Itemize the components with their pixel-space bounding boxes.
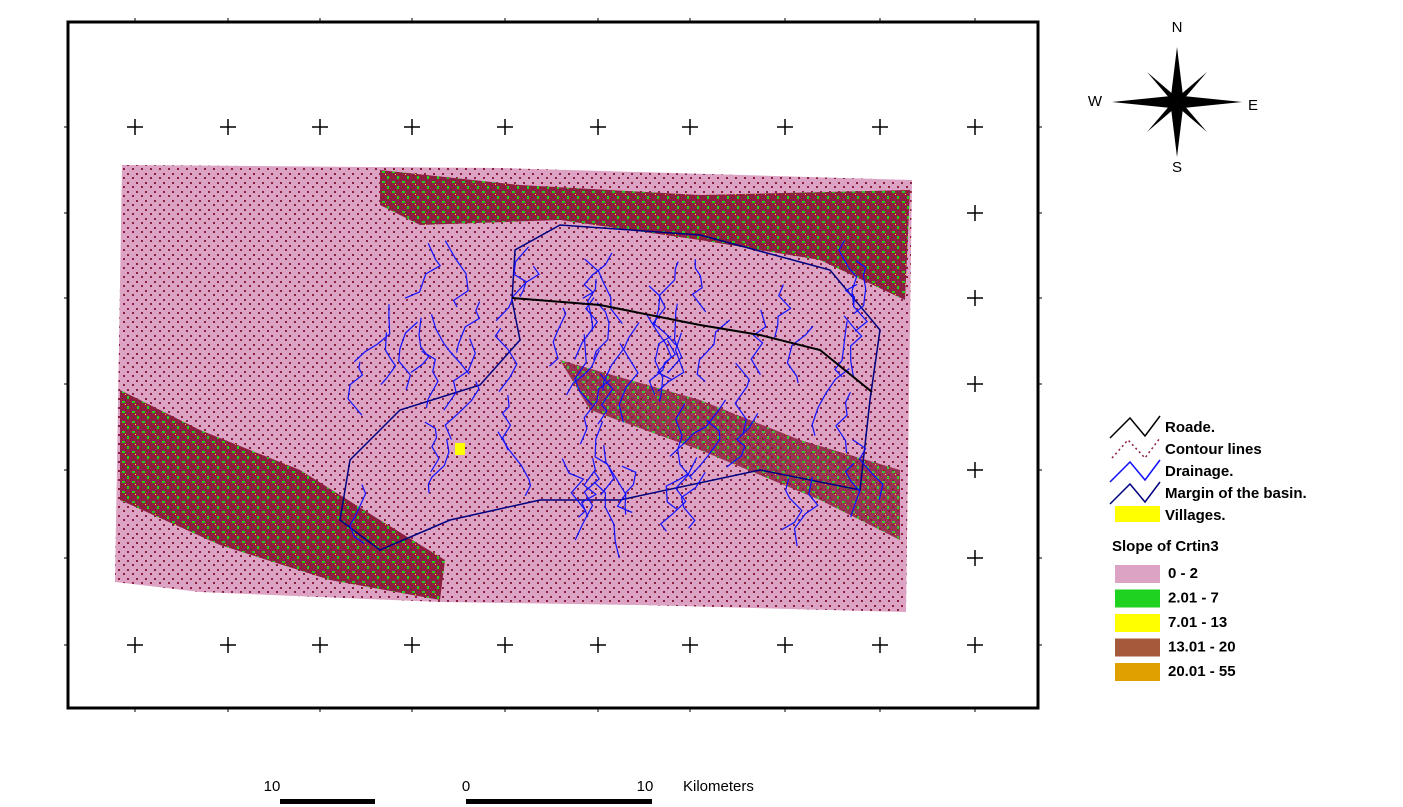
- village: [455, 443, 465, 455]
- legend: Roade. Contour lines Drainage. Margin of th…: [1112, 419, 1307, 681]
- legend-swatch: [1115, 639, 1160, 657]
- scale-bar: [280, 799, 652, 804]
- legend-swatch: [1115, 590, 1160, 608]
- scale-label: 0: [462, 778, 470, 795]
- legend-swatch: [1115, 565, 1160, 583]
- compass-east: E: [1248, 97, 1258, 114]
- map-page: N E S W Roade. Contour lines Drainage. Marg…: [0, 0, 1403, 807]
- compass-west: W: [1088, 93, 1103, 110]
- scale-unit: Kilometers: [683, 778, 754, 795]
- legend-title: Slope of Crtin3: [1112, 538, 1219, 555]
- compass-north: N: [1172, 19, 1183, 36]
- legend-swatch: [1115, 614, 1160, 632]
- compass-south: S: [1172, 159, 1182, 176]
- legend-layer: Drainage.: [1165, 463, 1233, 480]
- scale-label: 10: [264, 778, 281, 795]
- legend-class: 2.01 - 7: [1168, 589, 1219, 606]
- legend-icons: [1110, 416, 1160, 522]
- legend-class: 7.01 - 13: [1168, 614, 1227, 631]
- legend-layer: Margin of the basin.: [1165, 485, 1307, 502]
- scale-label: 10: [637, 778, 654, 795]
- legend-class: 20.01 - 55: [1168, 663, 1236, 680]
- compass: [1112, 47, 1242, 157]
- legend-layer: Villages.: [1165, 507, 1226, 524]
- legend-layer: Contour lines: [1165, 441, 1262, 458]
- legend-layer: Roade.: [1165, 419, 1215, 436]
- legend-class: 13.01 - 20: [1168, 638, 1236, 655]
- legend-class: 0 - 2: [1168, 565, 1198, 582]
- legend-swatch: [1115, 663, 1160, 681]
